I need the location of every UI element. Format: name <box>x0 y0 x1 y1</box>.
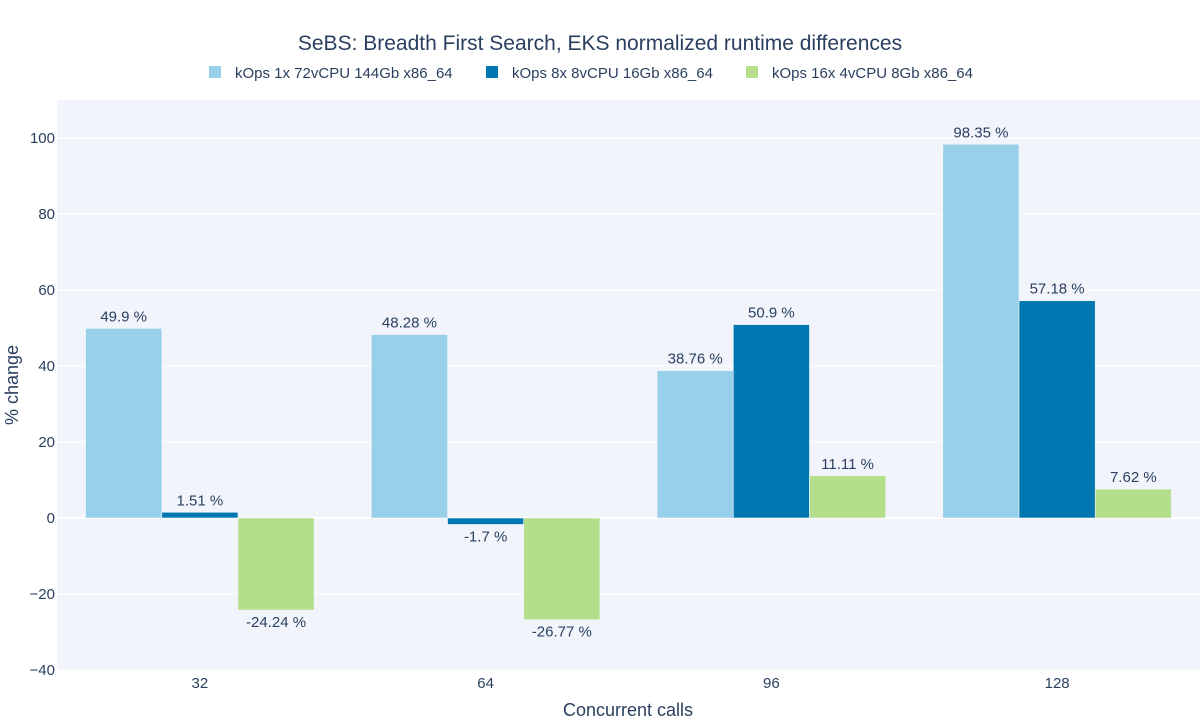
bar[interactable] <box>447 517 525 525</box>
x-tick-label: 32 <box>192 675 209 692</box>
y-tick-label: 20 <box>38 434 55 451</box>
x-tick-label: 96 <box>763 675 780 692</box>
x-tick-label: 128 <box>1045 675 1070 692</box>
y-tick-label: 60 <box>38 282 55 299</box>
bar[interactable] <box>237 517 315 611</box>
bar[interactable] <box>1018 300 1096 519</box>
bar[interactable] <box>942 143 1020 519</box>
bar[interactable] <box>523 517 601 621</box>
data-label: 98.35 % <box>953 124 1008 141</box>
legend-swatch <box>209 66 221 78</box>
bar[interactable] <box>1094 488 1172 519</box>
y-tick-label: 80 <box>38 206 55 223</box>
x-tick-label: 64 <box>477 675 494 692</box>
chart-title: SeBS: Breadth First Search, EKS normaliz… <box>298 32 902 55</box>
legend-item[interactable]: kOps 1x 72vCPU 144Gb x86_64 <box>209 65 453 82</box>
legend[interactable]: kOps 1x 72vCPU 144Gb x86_64 kOps 8x 8vCPU… <box>209 65 973 82</box>
x-axis-ticks: 32 64 96 128 <box>192 675 1070 692</box>
legend-label: kOps 8x 8vCPU 16Gb x86_64 <box>512 65 713 82</box>
bars <box>85 143 1172 621</box>
legend-swatch <box>746 66 758 78</box>
bar[interactable] <box>85 328 163 519</box>
data-label: 50.9 % <box>748 305 795 322</box>
y-tick-label: 100 <box>30 130 55 147</box>
data-label: -26.77 % <box>532 624 592 641</box>
y-axis-ticks: −40 −20 0 20 40 60 80 100 <box>30 130 55 679</box>
legend-item[interactable]: kOps 8x 8vCPU 16Gb x86_64 <box>486 65 713 82</box>
bar[interactable] <box>809 475 886 519</box>
data-label: 11.11 % <box>821 456 874 473</box>
data-labels: 49.9 % 1.51 % -24.24 % 48.28 % -1.7 % -26.77 … <box>100 124 1156 640</box>
bar[interactable] <box>732 324 810 519</box>
data-label: 48.28 % <box>382 315 437 332</box>
data-label: 1.51 % <box>177 492 224 509</box>
x-axis-title: Concurrent calls <box>563 700 693 720</box>
y-tick-label: −20 <box>30 586 55 603</box>
y-tick-label: 0 <box>47 510 55 527</box>
data-label: 57.18 % <box>1030 281 1085 298</box>
y-tick-label: 40 <box>38 358 55 375</box>
data-label: 7.62 % <box>1110 469 1157 486</box>
data-label: 49.9 % <box>100 308 147 325</box>
legend-label: kOps 1x 72vCPU 144Gb x86_64 <box>235 65 453 82</box>
legend-item[interactable]: kOps 16x 4vCPU 8Gb x86_64 <box>746 65 973 82</box>
data-label: -1.7 % <box>464 528 507 545</box>
data-label: -24.24 % <box>246 614 306 631</box>
y-tick-label: −40 <box>30 662 55 679</box>
data-label: 38.76 % <box>668 351 723 368</box>
legend-label: kOps 16x 4vCPU 8Gb x86_64 <box>772 65 973 82</box>
bar[interactable] <box>161 511 239 519</box>
y-axis-title: % change <box>2 345 22 425</box>
bar[interactable] <box>656 370 734 519</box>
bar[interactable] <box>371 334 448 519</box>
legend-swatch <box>486 66 498 78</box>
